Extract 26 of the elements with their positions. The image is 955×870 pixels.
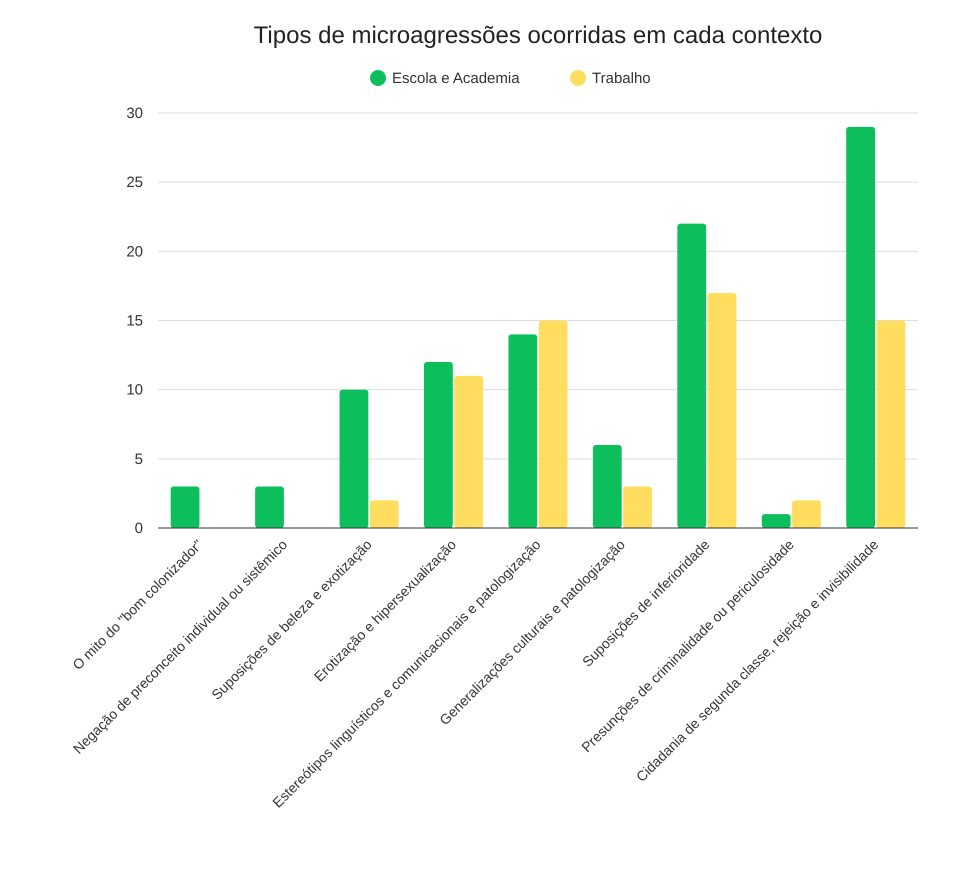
bar	[424, 362, 453, 528]
y-tick-label: 5	[134, 450, 143, 468]
bar	[846, 126, 876, 528]
y-tick-label: 30	[126, 105, 143, 122]
bar	[708, 292, 736, 528]
bar	[677, 224, 706, 528]
chart-title: Tipos de microagressões ocorridas em cada contexto	[254, 22, 822, 49]
bar	[170, 486, 200, 528]
bar	[508, 334, 538, 528]
y-tick-label: 15	[126, 312, 143, 330]
bar	[762, 514, 791, 528]
bar	[538, 320, 568, 528]
legend-label: Escola e Academia	[392, 70, 520, 87]
legend-label: Trabalho	[592, 70, 651, 87]
y-tick-label: 10	[126, 382, 143, 399]
bar	[876, 320, 906, 528]
bar	[592, 445, 622, 528]
y-tick-label: 25	[126, 174, 143, 192]
bar	[255, 486, 284, 528]
y-tick-label: 0	[134, 520, 143, 537]
bar	[792, 500, 821, 528]
bar	[370, 500, 399, 528]
y-tick-label: 20	[126, 243, 143, 260]
bar	[623, 486, 652, 528]
bar	[454, 376, 484, 528]
bar	[340, 390, 368, 528]
